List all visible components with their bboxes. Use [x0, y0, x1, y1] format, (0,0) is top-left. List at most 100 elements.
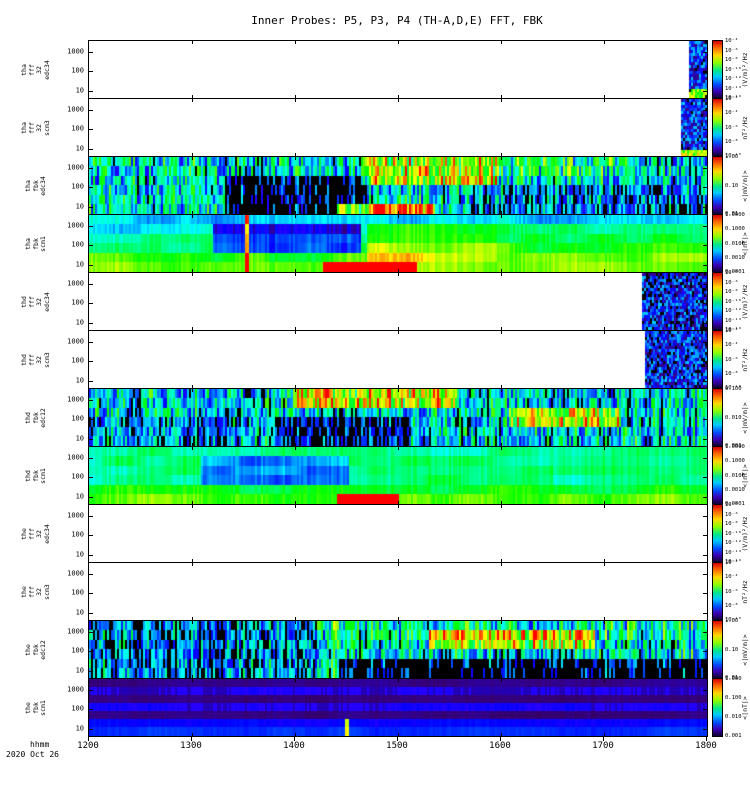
spectrogram-the-fbk-scm1 — [89, 679, 707, 736]
colorbar-tick-label: 10⁻⁶ — [725, 124, 739, 131]
freq-tick-label: 1000 — [67, 279, 84, 288]
time-tick-mark — [398, 563, 399, 566]
time-tick-mark — [604, 501, 605, 504]
time-tick-mark — [604, 389, 605, 392]
freq-tick-label: 10 — [75, 376, 84, 385]
colorbar-tick-label: 0.10 — [725, 182, 739, 189]
panel-thd-fff-32-edc34 — [88, 272, 708, 331]
freq-tick-mark — [89, 690, 93, 691]
time-tick-mark — [398, 501, 399, 504]
time-axis-label: 1300 — [180, 741, 202, 751]
freq-tick-mark — [703, 226, 707, 227]
freq-tick-mark — [89, 71, 93, 72]
time-axis-tick — [191, 737, 192, 741]
freq-tick-mark — [89, 477, 93, 478]
panel-variable-label: tha fff 32 edc34 — [20, 59, 51, 80]
colorbar-the-fbk-edc12 — [712, 620, 723, 679]
colorbar-thd-fbk-scm1 — [712, 446, 723, 505]
time-tick-mark — [501, 385, 502, 388]
time-tick-mark — [192, 447, 193, 450]
time-tick-mark — [398, 505, 399, 508]
time-tick-mark — [192, 563, 193, 566]
time-tick-mark — [295, 443, 296, 446]
time-tick-mark — [501, 443, 502, 446]
freq-tick-mark — [703, 651, 707, 652]
spectrogram-the-fff-32-edc34 — [89, 505, 707, 562]
time-tick-mark — [398, 215, 399, 218]
freq-tick-label: 1000 — [67, 453, 84, 462]
time-tick-mark — [604, 447, 605, 450]
colorbar-tick-label: 0.0001 — [725, 501, 745, 507]
time-tick-mark — [192, 269, 193, 272]
spectrogram-thd-fff-32-edc34 — [89, 273, 707, 330]
freq-tick-mark — [89, 400, 93, 401]
time-tick-mark — [398, 273, 399, 276]
time-tick-mark — [501, 559, 502, 562]
colorbar-tick-label: 10⁻¹⁰ — [725, 617, 742, 623]
time-tick-mark — [295, 447, 296, 450]
freq-tick-label: 10 — [75, 666, 84, 675]
freq-tick-mark — [89, 149, 93, 150]
freq-tick-mark — [89, 303, 93, 304]
colorbar-tick-label: 10⁻⁴ — [725, 502, 739, 508]
freq-tick-mark — [703, 187, 707, 188]
freq-tick-mark — [89, 613, 93, 614]
time-tick-mark — [604, 505, 605, 508]
colorbar-tick-label: 10⁻⁸ — [725, 57, 739, 63]
panel-tha-fbk-scm1 — [88, 214, 708, 273]
time-tick-mark — [501, 153, 502, 156]
colorbar-tick-label: 10⁻⁶ — [725, 356, 739, 363]
freq-tick-mark — [703, 574, 707, 575]
panel-thd-fbk-edc12 — [88, 388, 708, 447]
colorbar-tick-label: 10⁻¹⁰ — [725, 385, 742, 391]
colorbar-thd-fbk-edc12 — [712, 388, 723, 447]
time-tick-mark — [398, 327, 399, 330]
time-tick-mark — [604, 269, 605, 272]
time-tick-mark — [501, 621, 502, 624]
time-tick-mark — [398, 559, 399, 562]
freq-tick-mark — [703, 535, 707, 536]
time-tick-mark — [295, 269, 296, 272]
time-tick-mark — [295, 41, 296, 44]
freq-tick-mark — [89, 265, 93, 266]
freq-tick-mark — [703, 52, 707, 53]
spectrogram-thd-fff-32-scm3 — [89, 331, 707, 388]
freq-tick-label: 1000 — [67, 569, 84, 578]
freq-tick-mark — [703, 110, 707, 111]
spectrogram-the-fbk-edc12 — [89, 621, 707, 678]
colorbar-tick-label: 1.000 — [725, 676, 742, 682]
colorbar-tick-label: 1.0000 — [725, 212, 745, 218]
time-tick-mark — [604, 99, 605, 102]
time-tick-mark — [398, 675, 399, 678]
date-label: 2020 Oct 26 — [6, 750, 59, 759]
time-tick-mark — [604, 95, 605, 98]
freq-tick-mark — [703, 303, 707, 304]
freq-tick-label: 1000 — [67, 627, 84, 636]
panel-the-fff-32-scm3 — [88, 562, 708, 621]
time-tick-mark — [192, 211, 193, 214]
time-tick-mark — [192, 733, 193, 736]
time-tick-mark — [192, 385, 193, 388]
time-tick-mark — [398, 679, 399, 682]
time-axis-tick — [706, 737, 707, 741]
colorbar-unit-label: <|nT|> — [741, 231, 749, 256]
freq-tick-mark — [703, 613, 707, 614]
spectrogram-thd-fbk-scm1 — [89, 447, 707, 504]
time-tick-mark — [398, 211, 399, 214]
panel-variable-label: tha fbk edc34 — [23, 175, 47, 196]
time-axis-tick — [88, 737, 89, 741]
freq-tick-mark — [89, 574, 93, 575]
time-tick-mark — [398, 99, 399, 102]
time-tick-mark — [501, 447, 502, 450]
freq-tick-mark — [703, 477, 707, 478]
time-axis-tick — [500, 737, 501, 741]
time-tick-mark — [398, 385, 399, 388]
colorbar-tha-fbk-scm1 — [712, 214, 723, 273]
colorbar-tick-label: 0.10 — [725, 646, 739, 653]
freq-tick-mark — [89, 651, 93, 652]
freq-tick-label: 1000 — [67, 47, 84, 56]
panel-the-fff-32-edc34 — [88, 504, 708, 563]
colorbar-unit-label: (V/m)²/Hz — [741, 51, 749, 88]
time-tick-mark — [398, 331, 399, 334]
time-tick-mark — [604, 733, 605, 736]
